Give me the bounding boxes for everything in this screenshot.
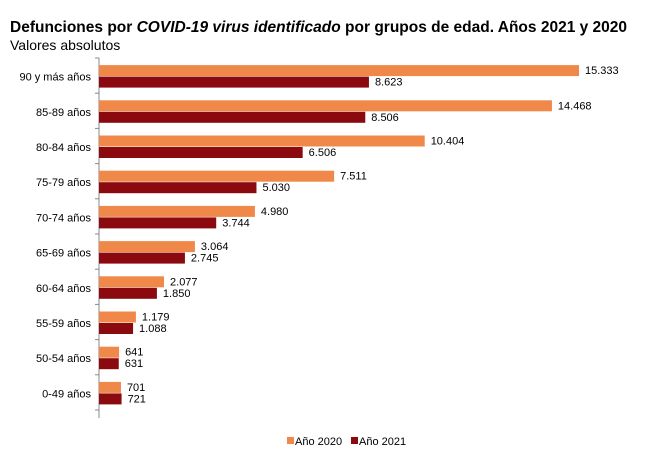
legend-label: Año 2020 [295,436,342,448]
bar-2020 [99,276,165,288]
bar-2021 [99,287,157,299]
title-part: por grupos de edad. Años 2021 y 2020 [340,19,628,36]
legend-label: Año 2021 [359,436,406,448]
category-label: 0-49 años [42,388,91,400]
title-part: Defunciones por [10,19,137,36]
bar-2020 [99,100,552,112]
data-label: 10.404 [431,136,465,148]
bar-2020 [99,381,121,393]
bar-2020 [99,135,425,147]
data-label: 1.850 [163,288,191,300]
bar-2021 [99,182,257,194]
data-label: 7.511 [340,171,367,183]
data-label: 2.077 [170,276,198,288]
category-label: 65-69 años [36,248,92,260]
data-label: 1.179 [142,312,170,324]
data-label: 641 [125,347,143,359]
legend-swatch [351,437,358,444]
category-label: 85-89 años [36,107,92,119]
data-label: 15.333 [585,65,619,77]
bar-2021 [99,358,119,370]
bar-2021 [99,111,366,123]
bar-2020 [99,170,335,182]
bar-2020 [99,205,255,217]
bar-2020 [99,311,136,323]
data-label: 3.744 [222,217,250,229]
data-label: 8.623 [375,77,403,89]
category-label: 50-54 años [36,353,92,365]
category-label: 60-64 años [36,283,92,295]
data-label: 2.745 [191,253,219,265]
data-label: 1.088 [139,323,167,335]
bar-2021 [99,76,369,88]
bar-2021 [99,252,185,264]
category-label: 80-84 años [36,142,92,154]
category-label: 55-59 años [36,318,92,330]
category-label: 90 y más años [19,72,91,84]
data-label: 721 [128,393,146,405]
data-label: 3.064 [201,241,229,253]
bar-2021 [99,217,217,229]
category-label: 75-79 años [36,177,92,189]
data-label: 5.030 [262,182,290,194]
bar-2021 [99,393,122,405]
chart-title: Defunciones por COVID-19 virus identific… [10,19,627,37]
bar-2021 [99,147,303,158]
legend-swatch [287,437,294,444]
data-label: 8.506 [371,112,399,124]
data-label: 14.468 [558,100,592,112]
category-label: 70-74 años [36,212,92,224]
data-label: 701 [127,382,145,394]
title-italic-part: COVID-19 virus identificado [136,19,341,36]
chart-subtitle: Valores absolutos [10,37,121,53]
data-label: 4.980 [261,206,289,218]
data-label: 6.506 [309,147,337,159]
bar-2021 [99,323,134,334]
bar-2020 [99,241,195,253]
bar-2020 [99,346,120,358]
bar-2020 [99,65,579,77]
data-label: 631 [125,358,143,370]
